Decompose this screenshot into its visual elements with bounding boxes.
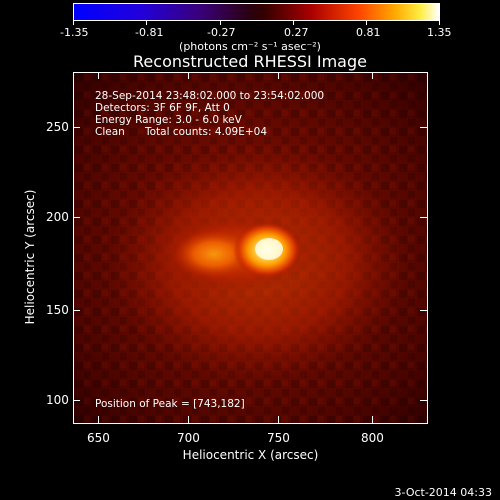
annotation-detectors: Detectors: 3F 6F 9F, Att 0 [95,102,230,114]
y-tick-label: 100 [46,393,69,407]
x-tick-label: 650 [87,431,110,445]
x-tick-label: 750 [267,431,290,445]
annotation-peak-position: Position of Peak = [743,182] [95,398,245,410]
y-tick-label: 200 [46,210,69,224]
colorbar-tick-label: -0.81 [135,26,164,39]
colorbar-tick-label: -0.27 [207,26,236,39]
x-tick-label: 800 [361,431,384,445]
colorbar-gradient [74,4,439,20]
y-tick-label: 250 [46,120,69,134]
colorbar-units-label: (photons cm⁻² s⁻¹ asec⁻²) [179,40,321,53]
rhessi-image [74,73,427,423]
x-axis-label: Heliocentric X (arcsec) [182,448,319,462]
y-axis-label: Heliocentric Y (arcsec) [23,189,37,325]
y-tick-label: 150 [46,303,69,317]
colorbar-tick-label: 0.81 [356,26,381,39]
annotation-total-counts: Total counts: 4.09E+04 [145,126,268,138]
colorbar-tick-label: 0.27 [284,26,309,39]
annotation-time-range: 28-Sep-2014 23:48:02.000 to 23:54:02.000 [95,90,325,102]
rhessi-image-plot [73,72,428,424]
annotation-energy-range: Energy Range: 3.0 - 6.0 keV [95,114,242,126]
colorbar-ticks [73,21,440,25]
plot-title: Reconstructed RHESSI Image [133,52,367,71]
colorbar [73,3,440,21]
x-tick-label: 700 [177,431,200,445]
colorbar-tick-label: -1.35 [60,26,89,39]
colorbar-tick-label: 1.35 [427,26,452,39]
annotation-method: Clean [95,126,125,138]
footer-date: 3-Oct-2014 04:33 [394,486,492,499]
